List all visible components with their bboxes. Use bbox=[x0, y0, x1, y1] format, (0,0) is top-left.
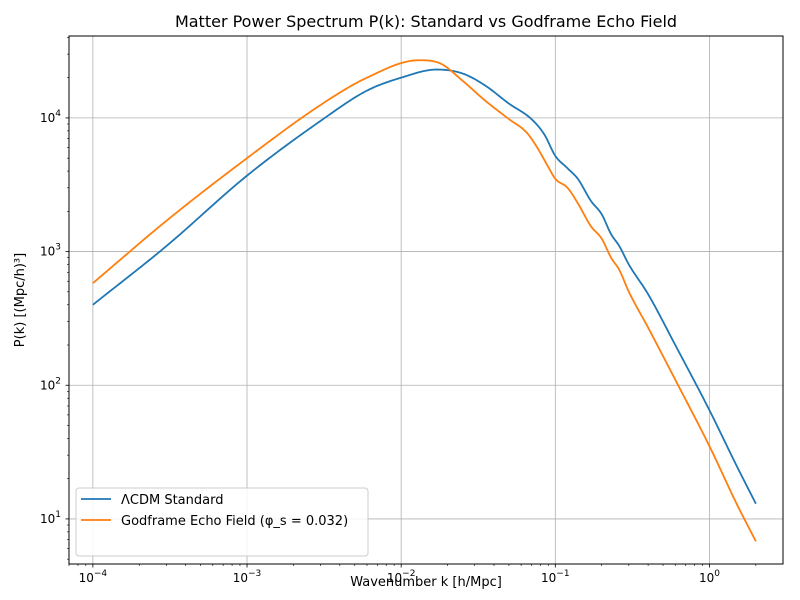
series-line-lcdm bbox=[92, 68, 757, 505]
x-tick-label: 100 bbox=[699, 569, 720, 585]
chart-title: Matter Power Spectrum P(k): Standard vs … bbox=[175, 12, 677, 31]
y-tick-label: 101 bbox=[40, 510, 61, 526]
axis-ticks bbox=[65, 37, 757, 568]
y-tick-label: 104 bbox=[40, 109, 61, 125]
tick-labels: 10−4 10−3 10−2 10−1 100 101 102 103 104 bbox=[40, 109, 720, 585]
grid-lines bbox=[69, 36, 783, 564]
y-tick-label: 102 bbox=[40, 376, 61, 392]
x-tick-label: 10−2 bbox=[387, 569, 416, 585]
x-tick-label: 10−4 bbox=[79, 569, 108, 585]
legend-box bbox=[75, 487, 369, 557]
y-tick-label: 103 bbox=[40, 243, 61, 259]
legend-label-godframe: Godframe Echo Field (φ_s = 0.032) bbox=[121, 514, 348, 529]
series-line-godframe bbox=[92, 59, 757, 542]
legend: ΛCDM Standard Godframe Echo Field (φ_s =… bbox=[75, 487, 369, 557]
legend-label-lcdm: ΛCDM Standard bbox=[121, 493, 223, 508]
y-axis-label: P(k) [(Mpc/h)³] bbox=[13, 253, 28, 347]
x-tick-label: 10−3 bbox=[233, 569, 262, 585]
x-axis-label: Wavenumber k [h/Mpc] bbox=[350, 575, 502, 590]
x-tick-label: 10−1 bbox=[541, 569, 570, 585]
series-layer bbox=[92, 59, 757, 542]
plot-frame bbox=[68, 35, 784, 565]
